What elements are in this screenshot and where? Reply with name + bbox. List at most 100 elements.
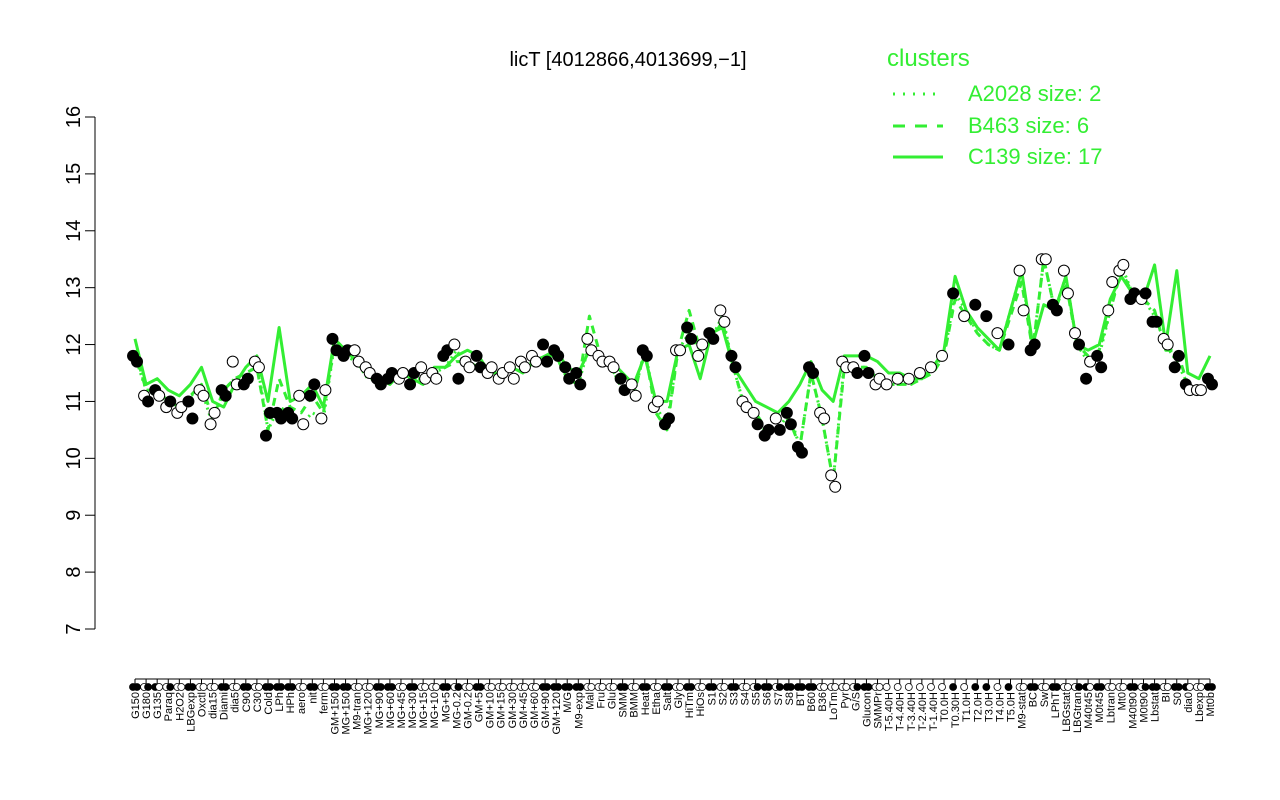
x-tick-label: MG+45 — [396, 692, 408, 728]
x-tick-label: MG+10 — [429, 692, 441, 728]
x-tick-label: Mal — [584, 692, 596, 710]
points-layer — [127, 253, 1218, 691]
x-tick-label: GM+60 — [529, 692, 541, 728]
rug-point — [609, 683, 618, 691]
rug-point — [144, 683, 152, 691]
x-tick-label: LPhT — [1050, 692, 1062, 719]
x-tick-label: T4.0H — [994, 692, 1006, 722]
data-point — [574, 378, 587, 391]
data-point — [1095, 361, 1108, 374]
data-point — [485, 361, 498, 374]
data-point — [204, 418, 217, 431]
data-point — [807, 367, 820, 379]
rug-point — [904, 683, 913, 691]
x-tick-label: G135 — [152, 692, 164, 719]
x-tick-label: M9-tran — [352, 692, 364, 730]
x-tick-label: T0.30H — [950, 692, 962, 728]
legend-title: clusters — [887, 45, 970, 72]
data-point — [252, 361, 265, 374]
data-point — [784, 418, 797, 431]
series-line-dotted — [133, 257, 1211, 483]
data-point — [142, 395, 155, 408]
rug-point — [498, 683, 507, 691]
rug-point — [1208, 683, 1216, 691]
x-tick-label: S3 — [728, 692, 740, 705]
data-point — [1050, 304, 1063, 317]
x-tick-label: dia0 — [1183, 692, 1195, 713]
y-tick-label: 15 — [63, 163, 85, 185]
rug-point — [587, 683, 596, 691]
x-tick-label: S8 — [784, 692, 796, 705]
rug-point — [332, 683, 341, 691]
rug-point — [532, 683, 540, 691]
data-point — [924, 361, 937, 374]
data-point — [581, 332, 594, 345]
data-point — [980, 310, 993, 323]
x-tick-label: MG+60 — [385, 692, 397, 728]
x-tick-label: S5 — [751, 692, 763, 705]
rug-point — [1130, 683, 1139, 691]
data-point — [396, 367, 409, 379]
data-point — [164, 395, 177, 408]
data-point — [725, 349, 738, 362]
data-point — [226, 355, 239, 368]
data-point — [969, 298, 982, 311]
x-tick-label: G150 — [130, 692, 142, 719]
x-tick-label: T0.0H — [939, 692, 951, 722]
data-point — [448, 338, 461, 351]
x-tick-label: Diami — [219, 692, 231, 720]
rug-point — [1041, 683, 1050, 691]
data-point — [430, 372, 443, 385]
x-tick-label: Etha — [651, 691, 663, 715]
rug-point — [820, 683, 829, 691]
rug-point — [864, 683, 873, 691]
rug-point — [1152, 683, 1161, 691]
y-axis: 7 8 9 10 11 12 13 14 15 16 — [63, 106, 96, 635]
data-point — [529, 355, 542, 368]
rug-point — [1197, 683, 1205, 691]
rug-point — [520, 683, 529, 691]
x-tick-label: GM+30 — [507, 692, 519, 728]
data-point — [537, 338, 550, 351]
rug-point — [798, 683, 806, 691]
rug-point — [210, 683, 219, 691]
data-point — [518, 361, 531, 374]
x-tick-label: LBGstat — [1061, 692, 1073, 732]
rug-point — [255, 683, 263, 691]
x-tick-label: MG+90 — [374, 692, 386, 728]
rug-point — [565, 683, 574, 691]
data-point — [1106, 275, 1119, 288]
data-point — [326, 332, 339, 345]
data-point — [773, 423, 786, 436]
data-point — [541, 355, 554, 368]
rug-point — [882, 683, 891, 691]
legend: clusters A2028 size: 2 B463 size: 6 C139… — [887, 45, 1103, 169]
data-point — [308, 378, 321, 391]
rug-point — [221, 683, 230, 691]
data-point — [818, 412, 831, 425]
legend-entry-c139: C139 size: 17 — [968, 144, 1103, 169]
data-point — [762, 423, 775, 436]
data-point — [936, 349, 949, 362]
data-point — [685, 332, 698, 345]
x-tick-label: BI — [1161, 692, 1173, 702]
data-point — [219, 389, 232, 402]
rug-point — [343, 683, 352, 691]
data-point — [1172, 349, 1185, 362]
data-point — [1102, 304, 1115, 317]
data-point — [958, 310, 971, 323]
x-tick-label: S0 — [1172, 692, 1184, 705]
x-tick-label: T-3.40H — [906, 692, 918, 731]
rug-point — [598, 683, 607, 691]
rug-point — [665, 683, 673, 691]
rug-point — [465, 683, 474, 691]
x-tick-label: LBGexp — [185, 692, 197, 732]
x-tick-label: T-4.40H — [895, 692, 907, 731]
x-tick-label: Sw — [1039, 692, 1051, 707]
data-point — [1028, 338, 1041, 351]
data-point — [751, 418, 764, 431]
x-tick-label: MG-0.2 — [451, 692, 463, 729]
x-tick-label: T-2.40H — [917, 692, 929, 731]
rug-point — [938, 683, 946, 691]
data-point — [319, 384, 332, 397]
